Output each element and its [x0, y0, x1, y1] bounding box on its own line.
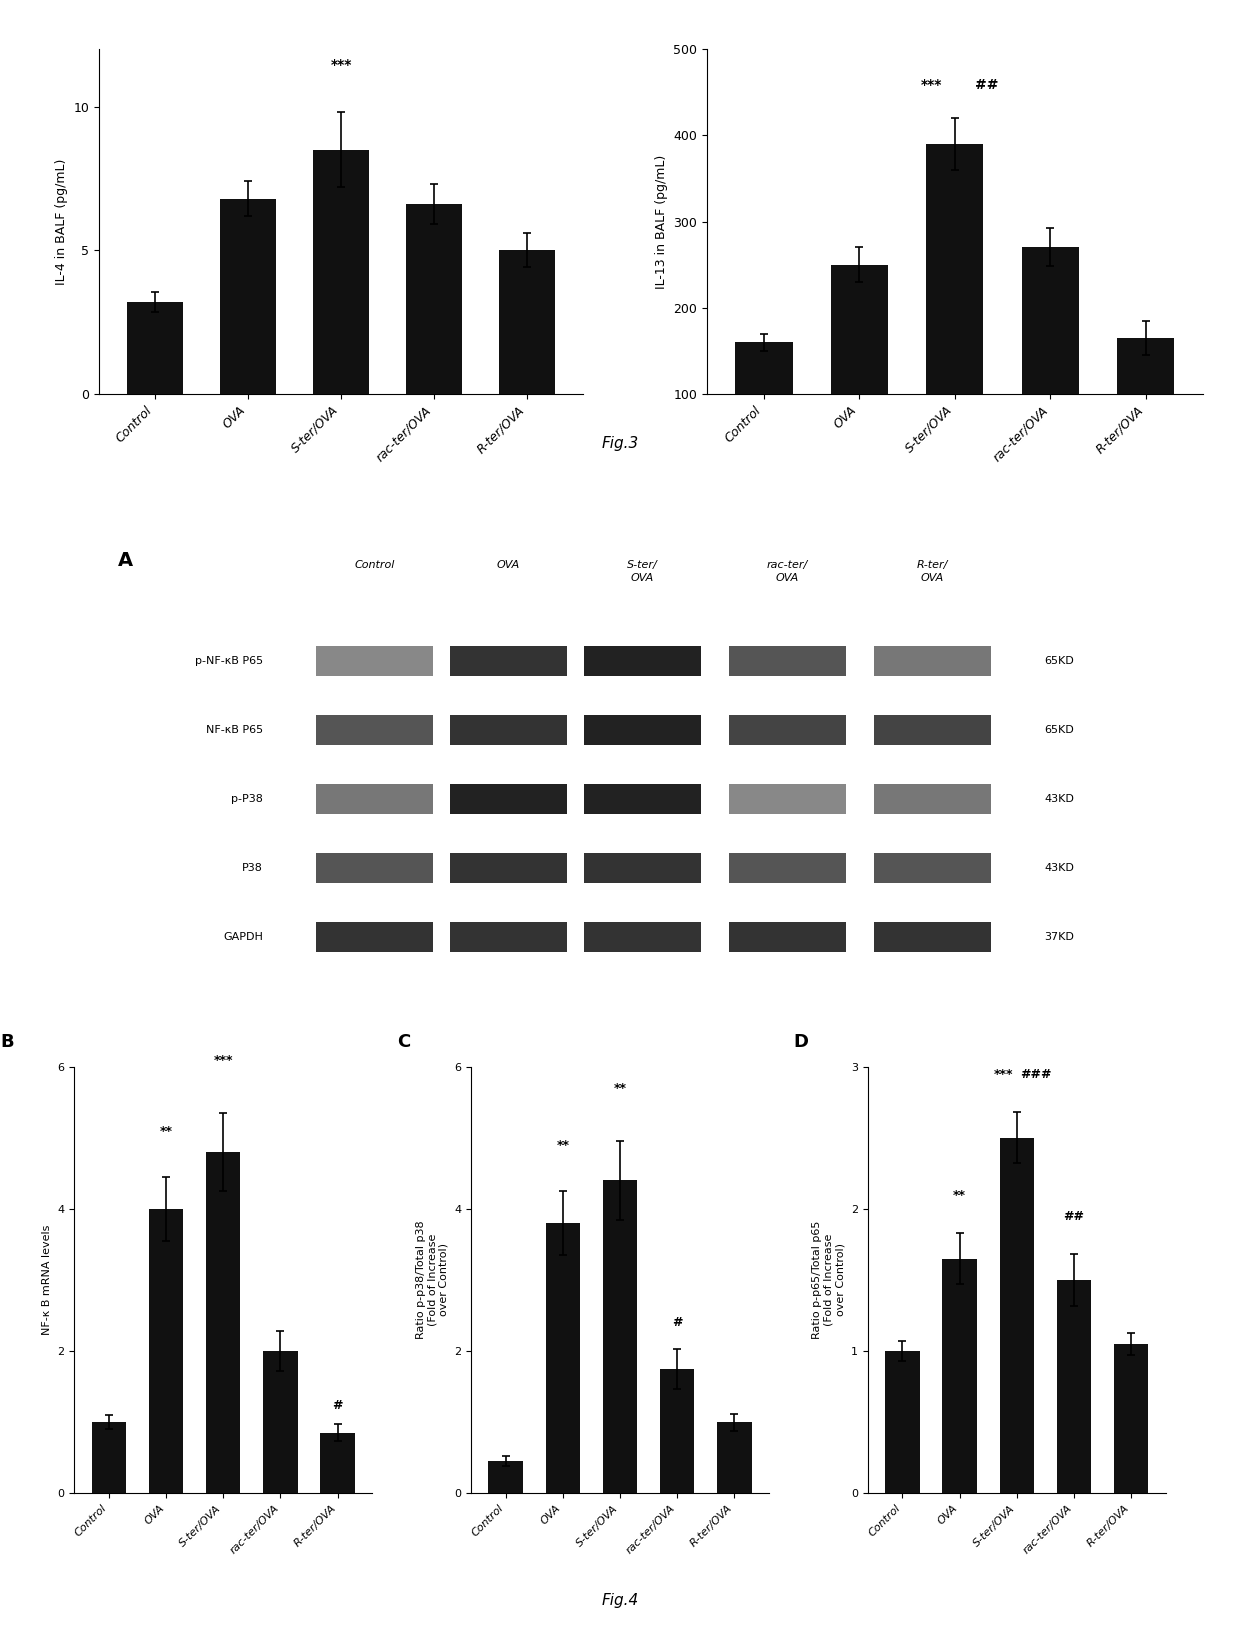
- Text: GAPDH: GAPDH: [223, 932, 263, 942]
- Bar: [450, 922, 567, 952]
- Bar: [263, 1351, 298, 1493]
- Bar: [874, 853, 991, 883]
- Text: S-ter/
OVA: S-ter/ OVA: [627, 560, 657, 583]
- Text: p-NF-κB P65: p-NF-κB P65: [195, 656, 263, 666]
- Bar: [316, 922, 433, 952]
- Text: ***: ***: [993, 1068, 1013, 1081]
- Bar: [874, 784, 991, 814]
- Text: D: D: [794, 1032, 808, 1050]
- Bar: [450, 647, 567, 676]
- Bar: [735, 341, 792, 479]
- Bar: [584, 647, 701, 676]
- Bar: [584, 784, 701, 814]
- Bar: [729, 647, 846, 676]
- Bar: [450, 715, 567, 745]
- Bar: [92, 1423, 126, 1493]
- Bar: [831, 264, 888, 479]
- Bar: [221, 199, 277, 394]
- Text: **: **: [614, 1081, 626, 1095]
- Text: Fig.4: Fig.4: [601, 1593, 639, 1608]
- Text: C: C: [397, 1032, 410, 1050]
- Bar: [885, 1351, 920, 1493]
- Bar: [1056, 1280, 1091, 1493]
- Text: ##: ##: [976, 79, 999, 92]
- Text: #: #: [672, 1316, 682, 1329]
- Bar: [206, 1152, 241, 1493]
- Text: P38: P38: [242, 863, 263, 873]
- Text: Control: Control: [355, 560, 394, 569]
- Text: ###: ###: [1021, 1068, 1052, 1081]
- Text: ***: ***: [921, 79, 942, 92]
- Text: 65KD: 65KD: [1044, 725, 1074, 735]
- Text: rac-ter/
OVA: rac-ter/ OVA: [766, 560, 808, 583]
- Bar: [1114, 1344, 1148, 1493]
- Text: Fig.3: Fig.3: [601, 437, 639, 451]
- Bar: [942, 1259, 977, 1493]
- Bar: [489, 1460, 523, 1493]
- Bar: [729, 853, 846, 883]
- Bar: [546, 1223, 580, 1493]
- Bar: [999, 1137, 1034, 1493]
- Bar: [316, 784, 433, 814]
- Text: NF-κB P65: NF-κB P65: [206, 725, 263, 735]
- Bar: [407, 203, 463, 394]
- Text: R-ter/
OVA: R-ter/ OVA: [916, 560, 949, 583]
- Bar: [450, 853, 567, 883]
- Bar: [450, 784, 567, 814]
- Text: **: **: [954, 1188, 966, 1201]
- Text: **: **: [557, 1139, 569, 1152]
- Text: 43KD: 43KD: [1044, 794, 1074, 804]
- Bar: [874, 715, 991, 745]
- Bar: [603, 1180, 637, 1493]
- Bar: [312, 149, 370, 394]
- Text: ***: ***: [330, 57, 352, 72]
- Bar: [660, 1369, 694, 1493]
- Text: #: #: [332, 1398, 343, 1411]
- Text: 43KD: 43KD: [1044, 863, 1074, 873]
- Bar: [729, 922, 846, 952]
- Bar: [316, 853, 433, 883]
- Bar: [149, 1209, 184, 1493]
- Text: OVA: OVA: [497, 560, 520, 569]
- Text: 65KD: 65KD: [1044, 656, 1074, 666]
- Text: A: A: [118, 551, 133, 569]
- Y-axis label: IL-13 in BALF (pg/mL): IL-13 in BALF (pg/mL): [655, 154, 667, 289]
- Text: ##: ##: [1064, 1209, 1085, 1223]
- Bar: [584, 853, 701, 883]
- Bar: [729, 784, 846, 814]
- Y-axis label: NF-κ B mRNA levels: NF-κ B mRNA levels: [42, 1224, 52, 1336]
- Text: B: B: [0, 1032, 14, 1050]
- Bar: [926, 144, 983, 479]
- Bar: [126, 302, 184, 394]
- Bar: [1022, 248, 1079, 479]
- Text: **: **: [160, 1124, 172, 1137]
- Bar: [584, 922, 701, 952]
- Bar: [1117, 338, 1174, 479]
- Y-axis label: IL-4 in BALF (pg/mL): IL-4 in BALF (pg/mL): [55, 158, 68, 286]
- Bar: [316, 715, 433, 745]
- Bar: [874, 922, 991, 952]
- Text: 37KD: 37KD: [1044, 932, 1074, 942]
- Bar: [874, 647, 991, 676]
- Bar: [717, 1423, 751, 1493]
- Bar: [584, 715, 701, 745]
- Text: ***: ***: [213, 1054, 233, 1067]
- Bar: [320, 1433, 355, 1493]
- Y-axis label: Ratio p-p65/Total p65
(Fold of Increase
over Control): Ratio p-p65/Total p65 (Fold of Increase …: [812, 1221, 846, 1339]
- Bar: [316, 647, 433, 676]
- Text: p-P38: p-P38: [231, 794, 263, 804]
- Y-axis label: Ratio p-p38/Total p38
(Fold of Increase
over Control): Ratio p-p38/Total p38 (Fold of Increase …: [415, 1221, 449, 1339]
- Bar: [500, 249, 556, 394]
- Bar: [729, 715, 846, 745]
